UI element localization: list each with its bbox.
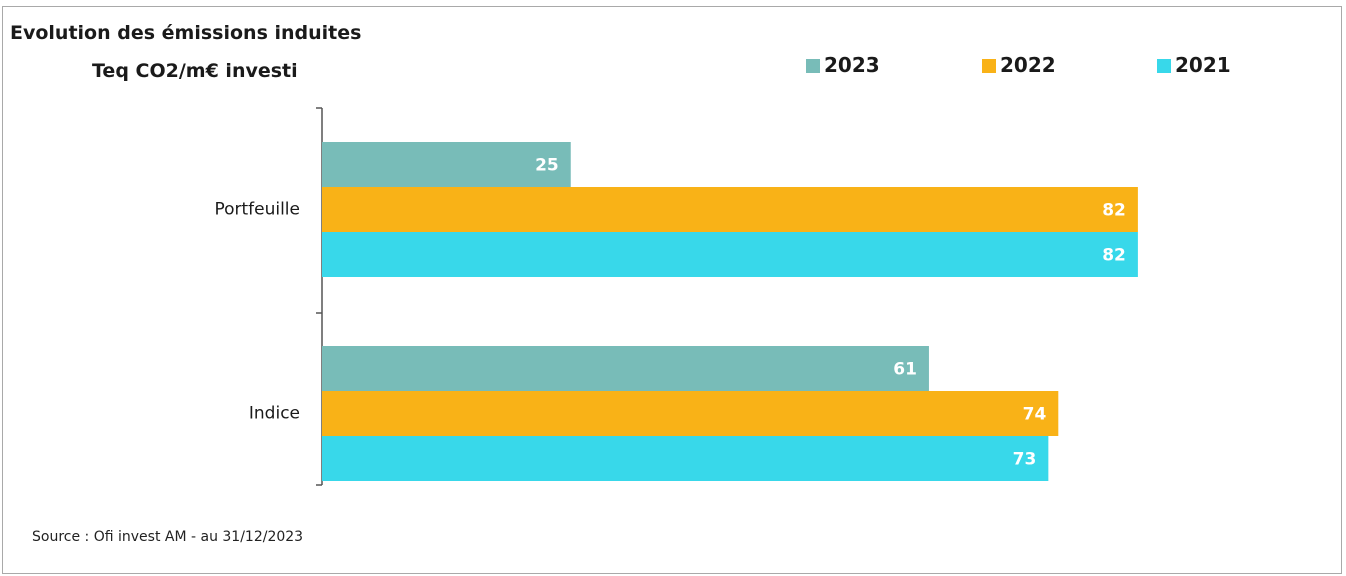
bar (322, 187, 1138, 232)
data-label: 61 (893, 360, 917, 380)
legend-swatch (806, 59, 820, 73)
data-label: 73 (1013, 450, 1037, 470)
legend: 2023 2022 2021 (806, 53, 1231, 77)
chart-frame (2, 6, 1342, 574)
data-label: 82 (1102, 246, 1126, 266)
bar (322, 391, 1059, 436)
source-note: Source : Ofi invest AM - au 31/12/2023 (32, 529, 304, 545)
chart-subtitle: Teq CO2/m€ investi (92, 60, 298, 82)
category-label: Indice (249, 404, 300, 424)
bar (322, 346, 929, 391)
legend-label: 2021 (1175, 53, 1231, 77)
legend-swatch (1157, 59, 1171, 73)
category-label: Portfeuille (214, 200, 300, 220)
legend-label: 2023 (824, 53, 880, 77)
category-axis: Portfeuille Indice (214, 107, 323, 486)
data-label: 25 (535, 156, 559, 176)
chart-title: Evolution des émissions induites (10, 22, 362, 44)
bar (322, 142, 571, 187)
legend-label: 2022 (1000, 53, 1056, 77)
bar (322, 436, 1049, 481)
bars: 25 82 82 61 74 73 (322, 142, 1138, 481)
legend-swatch (982, 59, 996, 73)
data-label: 74 (1023, 405, 1047, 425)
data-label: 82 (1102, 201, 1126, 221)
bar (322, 232, 1138, 277)
